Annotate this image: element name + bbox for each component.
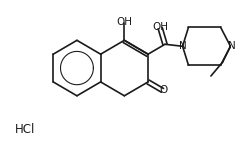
Text: O: O: [159, 85, 168, 95]
Text: HCl: HCl: [14, 123, 35, 136]
Text: OH: OH: [152, 22, 168, 32]
Text: OH: OH: [116, 17, 132, 28]
Text: N: N: [179, 41, 186, 51]
Text: N: N: [228, 41, 235, 51]
